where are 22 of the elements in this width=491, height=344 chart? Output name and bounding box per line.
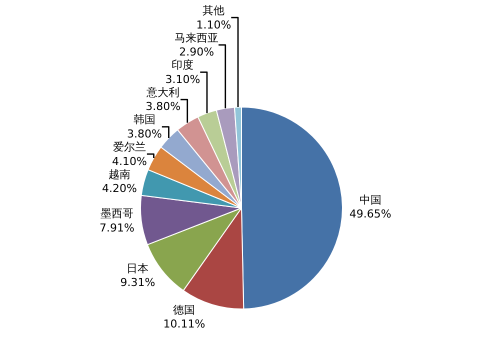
data-label: 3.80% <box>126 127 162 140</box>
slice-label: 韩国 <box>133 113 156 126</box>
slice-label: 意大利 <box>146 86 180 99</box>
data-label: 7.91% <box>99 221 134 234</box>
slice-label: 墨西哥 <box>100 206 134 220</box>
slice-label: 越南 <box>108 168 131 181</box>
data-label: 49.65% <box>349 208 392 221</box>
data-label: 4.20% <box>102 182 137 196</box>
slice-label: 日本 <box>126 262 149 275</box>
slice-label: 印度 <box>172 58 194 72</box>
data-label: 3.80% <box>146 100 181 114</box>
slice-label: 马来西亚 <box>174 31 219 44</box>
data-label: 10.11% <box>163 318 206 331</box>
slice-label: 爱尔兰 <box>112 140 146 154</box>
data-label: 2.90% <box>179 46 214 59</box>
data-label: 3.10% <box>165 72 200 86</box>
data-label: 1.10% <box>196 18 232 32</box>
slice-label: 中国 <box>359 193 382 206</box>
data-label: 4.10% <box>112 154 147 168</box>
slice-label: 德国 <box>173 303 196 316</box>
slice-label: 其他 <box>202 4 225 17</box>
data-label: 9.31% <box>120 276 156 290</box>
